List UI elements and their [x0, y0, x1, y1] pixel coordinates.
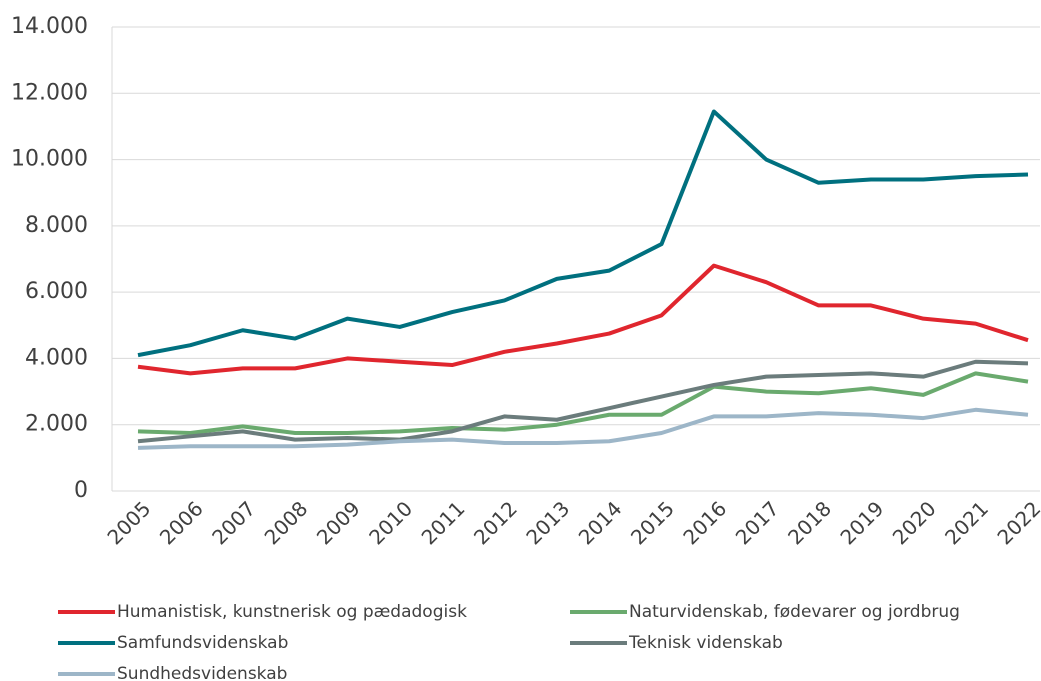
- y-tick-label: 8.000: [25, 213, 88, 238]
- series-line: [137, 371, 1029, 435]
- x-tick-label: 2018: [783, 496, 836, 549]
- legend-label: Sundhedsvidenskab: [117, 664, 287, 681]
- legend-label: Teknisk videnskab: [628, 633, 783, 653]
- y-tick-label: 6.000: [25, 279, 88, 304]
- x-tick-label: 2016: [678, 496, 731, 549]
- series-line: [137, 109, 1029, 358]
- x-tick-label: 2013: [521, 496, 574, 549]
- x-tick-label: 2006: [155, 496, 208, 549]
- y-tick-label: 10.000: [11, 147, 88, 172]
- x-tick-label: 2010: [364, 496, 417, 549]
- legend-label: Samfundsvidenskab: [117, 633, 288, 653]
- x-tick-label: 2017: [731, 496, 784, 549]
- x-tick-label: 2015: [626, 496, 679, 549]
- y-tick-label: 2.000: [25, 412, 88, 437]
- x-tick-label: 2012: [469, 496, 522, 549]
- y-tick-label: 14.000: [11, 14, 88, 39]
- x-tick-label: 2005: [102, 496, 155, 549]
- x-tick-label: 2009: [312, 496, 365, 549]
- legend-label: Naturvidenskab, fødevarer og jordbrug: [629, 602, 960, 622]
- series-line: [137, 263, 1029, 376]
- y-tick-label: 0: [74, 478, 88, 503]
- x-tick-label: 2014: [574, 496, 627, 549]
- x-tick-label: 2021: [940, 496, 993, 549]
- series-line: [137, 407, 1029, 450]
- y-tick-label: 4.000: [25, 345, 88, 370]
- legend-label: Humanistisk, kunstnerisk og pædadogisk: [117, 602, 467, 622]
- y-tick-label: 12.000: [11, 80, 88, 105]
- x-tick-label: 2020: [888, 496, 941, 549]
- x-tick-label: 2011: [417, 496, 470, 549]
- x-tick-label: 2022: [992, 496, 1041, 549]
- x-tick-label: 2007: [207, 496, 260, 549]
- series-line: [137, 359, 1029, 444]
- x-tick-label: 2019: [835, 496, 888, 549]
- x-tick-label: 2008: [260, 496, 313, 549]
